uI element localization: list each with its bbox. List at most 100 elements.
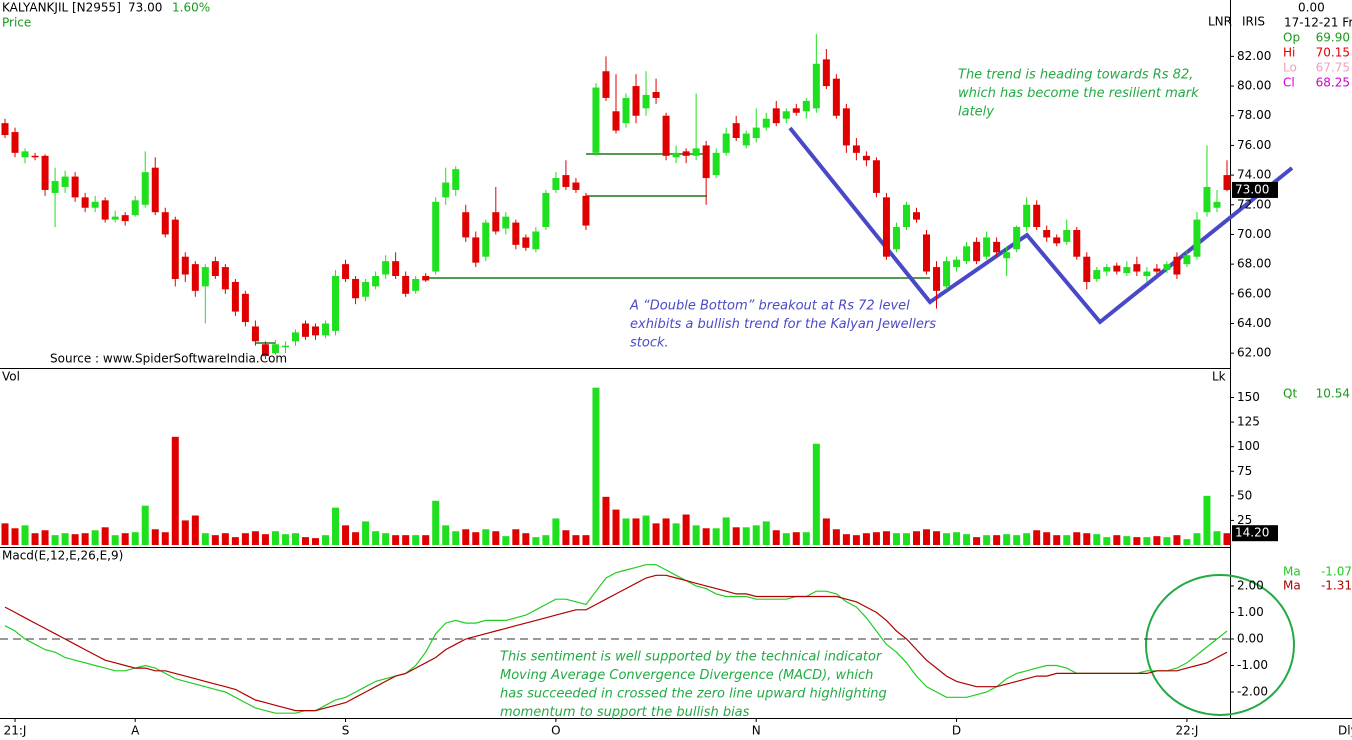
- volume-bar: [301, 537, 309, 545]
- candle-body: [852, 145, 860, 153]
- candle-body: [1123, 267, 1131, 274]
- candle-body: [1103, 267, 1111, 272]
- volume-bar: [652, 523, 660, 545]
- volume-bar: [271, 531, 279, 545]
- volume-bar: [81, 533, 89, 545]
- volume-bar: [332, 507, 340, 545]
- y-tick-label: 150: [1237, 390, 1260, 404]
- volume-bar: [211, 535, 219, 545]
- annotation: stock.: [630, 336, 669, 351]
- volume-bar: [772, 530, 780, 545]
- volume-bar: [291, 533, 299, 545]
- volume-bar: [11, 528, 19, 545]
- volume-bar: [191, 515, 199, 545]
- candle-body: [502, 216, 510, 229]
- candle-body: [372, 276, 380, 287]
- annotation: Source : www.SpiderSoftwareIndia.Com: [50, 352, 287, 366]
- volume-bar: [71, 534, 79, 545]
- candle-body: [832, 78, 840, 116]
- candle-body: [181, 256, 189, 275]
- candle-body: [722, 133, 730, 153]
- candle-body: [1203, 186, 1211, 213]
- candle-body: [342, 264, 350, 279]
- volume-bar: [1043, 532, 1051, 545]
- volume-bar: [872, 532, 880, 545]
- volume-bar: [1063, 535, 1071, 545]
- candle-body: [161, 212, 169, 235]
- candle-body: [101, 200, 109, 220]
- candle-body: [1173, 256, 1181, 275]
- volume-unit: Lk: [1212, 370, 1226, 384]
- volume-bar: [592, 387, 600, 545]
- volume-bar: [552, 518, 560, 545]
- candle-body: [31, 155, 39, 158]
- volume-bar: [582, 535, 590, 545]
- candle-body: [131, 200, 139, 216]
- candle-body: [1, 123, 9, 136]
- candle-body: [802, 100, 810, 112]
- y-tick-label: 76.00: [1237, 138, 1271, 152]
- candle-body: [712, 152, 720, 176]
- candle-body: [1143, 271, 1151, 276]
- legend-value: -1.07: [1321, 565, 1352, 579]
- volume-bar: [1, 523, 9, 545]
- candle-body: [933, 267, 941, 291]
- volume-bar: [842, 534, 850, 545]
- candle-body: [1053, 237, 1061, 244]
- volume-bar: [241, 533, 249, 545]
- legend-value: -1.31: [1321, 579, 1352, 593]
- annotation: lately: [958, 105, 994, 120]
- candle-body: [442, 182, 450, 198]
- candle-body: [782, 111, 790, 119]
- candle-body: [963, 246, 971, 262]
- volume-bar: [141, 505, 149, 545]
- last-price-label: 73.00: [1235, 182, 1269, 196]
- volume-bar: [702, 528, 710, 545]
- volume-bar: [832, 529, 840, 545]
- candle-body: [872, 160, 880, 193]
- volume-bar: [973, 537, 981, 545]
- volume-bar: [402, 535, 410, 545]
- candle-body: [1003, 252, 1011, 259]
- candle-body: [562, 175, 570, 187]
- candle-body: [1063, 230, 1071, 242]
- candle-body: [1213, 201, 1221, 208]
- frequency: Dly: [1338, 724, 1352, 738]
- y-tick-label: 80.00: [1237, 79, 1271, 93]
- candle-body: [912, 212, 920, 220]
- volume-bar: [1003, 534, 1011, 545]
- volume-bar: [943, 533, 951, 545]
- volume-bar: [632, 518, 640, 545]
- candle-body: [81, 197, 89, 208]
- candle-body: [642, 94, 650, 109]
- x-tick-label: D: [952, 724, 961, 738]
- legend-name: Ma: [1283, 579, 1301, 593]
- candle-body: [332, 276, 340, 331]
- candle-body: [251, 326, 259, 342]
- volume-bar: [902, 533, 910, 545]
- volume-bar: [802, 532, 810, 545]
- last-price: 73.00: [128, 1, 162, 15]
- volume-bar: [602, 496, 610, 545]
- ohlc-label: Op: [1283, 31, 1300, 45]
- candle-body: [211, 261, 219, 276]
- candle-body: [51, 181, 59, 193]
- y-tick-label: 78.00: [1237, 108, 1271, 122]
- volume-bar: [1053, 535, 1061, 545]
- candle-body: [422, 276, 430, 281]
- candle-body: [672, 152, 680, 158]
- volume-bar: [892, 533, 900, 545]
- ohlc-value: 70.15: [1316, 46, 1350, 60]
- candle-body: [812, 63, 820, 109]
- candle-body: [462, 212, 470, 238]
- indicator: LNR: [1208, 15, 1232, 29]
- candle-body: [1193, 219, 1201, 257]
- candle-body: [983, 237, 991, 257]
- volume-bar: [1123, 536, 1131, 545]
- candle-body: [492, 212, 500, 232]
- candle-body: [1013, 227, 1021, 250]
- candle-body: [522, 237, 530, 248]
- volume-bar: [682, 514, 690, 545]
- candle-body: [742, 133, 750, 146]
- volume-bar: [452, 531, 460, 545]
